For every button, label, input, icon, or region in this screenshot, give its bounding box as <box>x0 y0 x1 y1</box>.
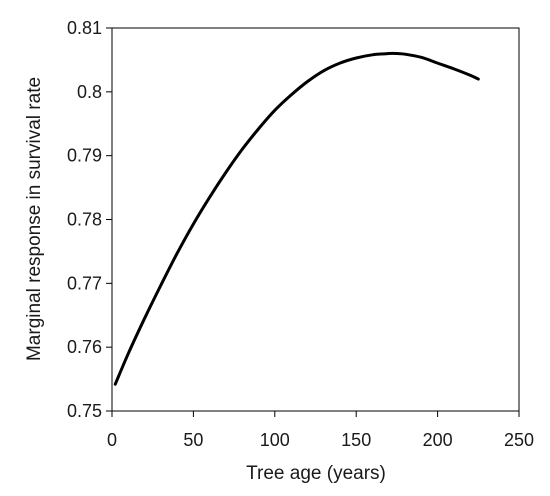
y-axis-title: Marginal response in survival rate <box>24 77 45 361</box>
x-tick-label: 100 <box>260 430 290 450</box>
y-tick-label: 0.75 <box>67 401 102 421</box>
y-tick-label: 0.77 <box>67 273 102 293</box>
x-axis-title: Tree age (years) <box>246 463 386 484</box>
y-tick-label: 0.79 <box>67 146 102 166</box>
x-tick-label: 150 <box>341 430 371 450</box>
survival-rate-line <box>113 51 480 386</box>
y-tick-label: 0.81 <box>67 18 102 38</box>
plot-frame <box>111 27 520 412</box>
y-tick-label: 0.76 <box>67 337 102 357</box>
x-tick-label: 250 <box>504 430 534 450</box>
x-tick-label: 0 <box>107 430 117 450</box>
y-tick-label: 0.78 <box>67 210 102 230</box>
x-axis: 0 50 100 150 200 250 <box>107 411 534 450</box>
y-tick-label: 0.8 <box>77 82 102 102</box>
x-tick-label: 50 <box>183 430 203 450</box>
y-axis: 0.75 0.76 0.77 0.78 0.79 0.8 0.81 <box>67 18 112 421</box>
x-tick-label: 200 <box>423 430 453 450</box>
